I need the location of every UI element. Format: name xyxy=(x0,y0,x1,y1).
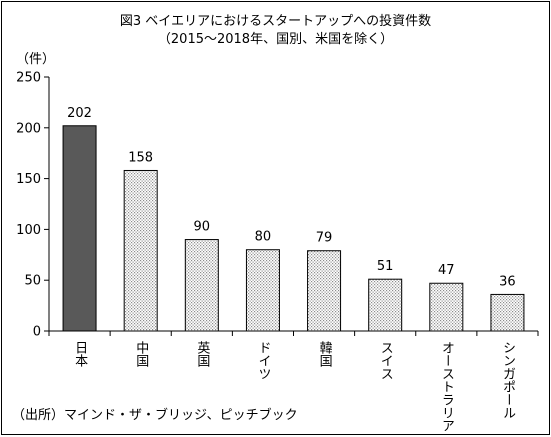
y-tick-label: 250 xyxy=(16,71,41,86)
bar xyxy=(368,278,403,332)
data-label: 80 xyxy=(255,230,272,245)
data-label: 36 xyxy=(499,274,516,289)
bar xyxy=(245,249,280,332)
bar xyxy=(490,293,525,332)
y-tick-label: 150 xyxy=(16,172,41,187)
y-tick-label: 100 xyxy=(16,223,41,238)
category-label: スイス xyxy=(378,341,393,380)
y-tick-label: 50 xyxy=(24,274,41,289)
bar xyxy=(429,282,464,332)
labels: 0 50 100 150 200 250 202 日本 158 中国 90 英国 80 ドイツ 79 韓国 51… xyxy=(16,71,516,433)
category-label: ドイツ xyxy=(255,341,270,380)
bar xyxy=(123,169,158,332)
data-label: 79 xyxy=(316,231,333,246)
bar xyxy=(62,125,97,332)
category-label: 韓国 xyxy=(317,341,333,367)
bar xyxy=(184,239,219,332)
data-label: 202 xyxy=(67,106,92,121)
data-label: 158 xyxy=(128,150,153,165)
data-label: 51 xyxy=(377,259,394,274)
y-tick-label: 200 xyxy=(16,121,41,136)
chart-subtitle: （2015～2018年、国別、米国を除く） xyxy=(157,32,394,47)
category-label: 中国 xyxy=(133,341,148,367)
category-label: 日本 xyxy=(72,341,88,367)
bar xyxy=(307,250,342,332)
category-label: オーストラリア xyxy=(439,341,454,432)
axes xyxy=(44,76,539,336)
source-note: （出所）マインド・ザ・ブリッジ、ピッチブック xyxy=(12,408,298,423)
category-label: シンガポール xyxy=(500,341,515,419)
bars xyxy=(62,125,525,332)
data-label: 90 xyxy=(194,220,211,235)
category-label: 英国 xyxy=(194,341,210,367)
chart-title: 図3 ベイエリアにおけるスタートアップへの投資件数 xyxy=(119,14,432,29)
y-axis-unit-label: （件） xyxy=(16,52,56,67)
data-label: 47 xyxy=(438,263,455,278)
y-tick-label: 0 xyxy=(33,325,41,340)
